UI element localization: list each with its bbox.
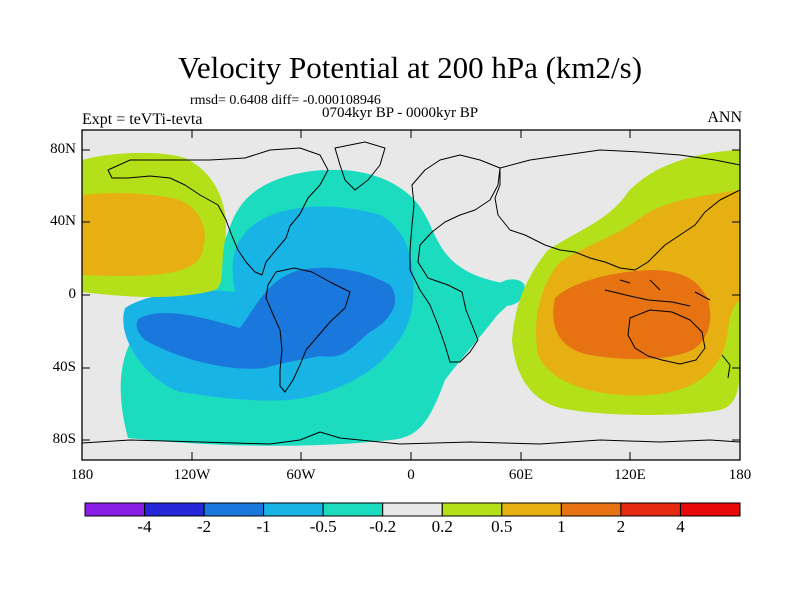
eurasia (494, 149, 740, 271)
colorbar-swatch (144, 502, 205, 517)
x-label-120E: 120E (614, 467, 646, 483)
field-lobe-neg-2 (136, 267, 396, 369)
season-label: ANN (707, 109, 742, 126)
y-label-40N: 40N (50, 213, 76, 229)
x-label-60W: 60W (286, 467, 316, 483)
field-lobe-pos-red (553, 270, 711, 360)
colorbar-label: 2 (616, 517, 626, 536)
new-zealand (721, 354, 731, 379)
map-field (82, 130, 740, 460)
axis-ticks (81, 130, 741, 460)
stats-line: rmsd= 0.6408 diff= -0.000108946 (190, 93, 381, 108)
antarctica (82, 431, 740, 445)
x-label-60E: 60E (508, 467, 534, 483)
north-america (107, 147, 329, 276)
y-label-80S: 80S (52, 431, 76, 447)
coastlines (82, 141, 740, 445)
colorbar-swatch (263, 502, 324, 517)
colorbar-swatch (84, 502, 145, 517)
south-america (265, 267, 351, 393)
colorbar-swatch (322, 502, 384, 517)
colorbar-label: 0.5 (491, 517, 513, 536)
colorbar-swatch (441, 502, 503, 517)
colorbar-label: -2 (197, 517, 212, 536)
colorbar-label: -0.2 (369, 517, 397, 536)
colorbar-swatch (203, 502, 265, 517)
colorbar-swatch (560, 502, 622, 517)
colorbar-label: -0.5 (309, 517, 337, 536)
x-label-180e: 180 (728, 467, 752, 483)
field-lobe-pos-pacific-2 (82, 193, 205, 277)
period-label: 0704kyr BP - 0000kyr BP (322, 105, 479, 121)
figure-title: Velocity Potential at 200 hPa (km2/s) (177, 50, 643, 85)
colorbar-swatch (620, 502, 681, 517)
australia (627, 309, 706, 365)
y-label-40S: 40S (52, 359, 76, 375)
colorbar (84, 502, 741, 517)
x-label-0: 0 (407, 467, 415, 483)
colorbar-label: -1 (256, 517, 271, 536)
colorbar-swatch (382, 502, 443, 517)
experiment-label: Expt = teVTi-tevta (82, 111, 203, 128)
x-label-180w: 180 (70, 467, 94, 483)
colorbar-label: 4 (676, 517, 685, 536)
y-label-80N: 80N (50, 141, 76, 157)
greenland (334, 141, 386, 191)
x-label-120W: 120W (173, 467, 211, 483)
colorbar-label: 0.2 (431, 517, 453, 536)
field-lobe-neg-teal-east (491, 279, 525, 306)
colorbar-label: 1 (557, 517, 566, 536)
colorbar-label: -4 (137, 517, 152, 536)
colorbar-swatch (501, 502, 562, 517)
y-label-0: 0 (68, 286, 77, 302)
colorbar-swatch (680, 502, 741, 517)
indonesia (604, 279, 711, 307)
